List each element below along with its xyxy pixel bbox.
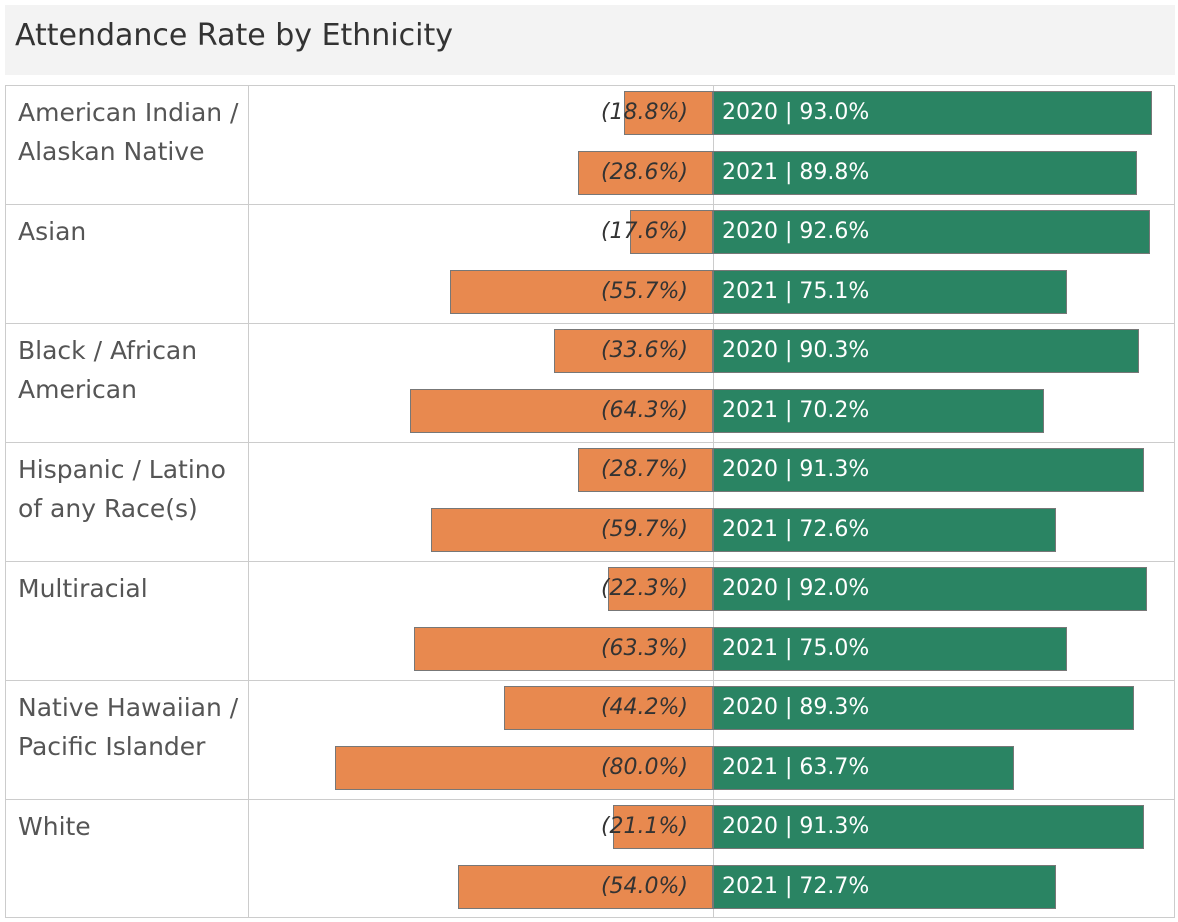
center-line	[713, 85, 714, 918]
attendance-bar	[713, 508, 1056, 552]
absence-bar	[578, 151, 713, 195]
attendance-bar	[713, 210, 1151, 254]
attendance-bar	[713, 448, 1144, 492]
group-name: Asian	[18, 217, 87, 246]
absence-label: (22.3%)	[600, 576, 688, 601]
absence-bar	[335, 746, 713, 790]
absence-bar	[414, 627, 713, 671]
group-name: American Indian / Alaskan Native	[18, 98, 239, 166]
attendance-bar	[713, 91, 1152, 135]
absence-bar	[629, 210, 713, 254]
group-name: Multiracial	[18, 574, 148, 603]
absence-bar	[613, 805, 713, 849]
attendance-label: 2020 | 91.3%	[722, 457, 870, 482]
title-bar	[5, 5, 1175, 75]
group-name: Hispanic / Latino of any Race(s)	[18, 455, 226, 523]
absence-label: (54.0%)	[600, 874, 688, 899]
attendance-bar	[713, 805, 1144, 849]
attendance-bar	[713, 567, 1148, 611]
group-name: White	[18, 812, 91, 841]
attendance-bar	[713, 865, 1057, 909]
column-divider	[248, 85, 249, 918]
row-divider	[5, 442, 1175, 443]
absence-bar	[458, 865, 713, 909]
absence-bar	[577, 448, 713, 492]
attendance-bar	[713, 270, 1068, 314]
absence-label: (63.3%)	[600, 636, 688, 661]
attendance-label: 2021 | 72.7%	[722, 874, 870, 899]
attendance-bar	[713, 627, 1067, 671]
attendance-label: 2020 | 92.0%	[722, 576, 870, 601]
attendance-label: 2021 | 63.7%	[722, 755, 870, 780]
row-divider	[5, 204, 1175, 205]
group-name: Black / African American	[18, 336, 198, 404]
absence-label: (55.7%)	[600, 279, 688, 304]
row-divider	[5, 561, 1175, 562]
attendance-label: 2021 | 70.2%	[722, 398, 870, 423]
attendance-bar	[713, 746, 1014, 790]
absence-label: (80.0%)	[600, 755, 688, 780]
absence-label: (28.6%)	[600, 160, 688, 185]
attendance-label: 2020 | 91.3%	[722, 814, 870, 839]
attendance-label: 2021 | 89.8%	[722, 160, 870, 185]
absence-label: (44.2%)	[600, 695, 688, 720]
absence-label: (59.7%)	[600, 517, 688, 542]
absence-label: (33.6%)	[600, 338, 688, 363]
table-border	[5, 85, 1175, 918]
group-name: Native Hawaiian / Pacific Islander	[18, 693, 239, 761]
absence-label: (17.6%)	[600, 219, 688, 244]
row-divider	[5, 680, 1175, 681]
attendance-bar	[713, 389, 1045, 433]
absence-label: (28.7%)	[600, 457, 688, 482]
absence-label: (64.3%)	[600, 398, 688, 423]
absence-bar	[504, 686, 713, 730]
attendance-label: 2021 | 75.0%	[722, 636, 870, 661]
absence-bar	[624, 91, 713, 135]
absence-label: (18.8%)	[600, 100, 688, 125]
attendance-label: 2020 | 90.3%	[722, 338, 870, 363]
title: Attendance Rate by Ethnicity	[15, 18, 454, 53]
absence-label: (21.1%)	[600, 814, 688, 839]
attendance-bar	[713, 329, 1140, 373]
row-divider	[5, 799, 1175, 800]
absence-bar	[431, 508, 713, 552]
attendance-label: 2020 | 89.3%	[722, 695, 870, 720]
absence-bar	[450, 270, 713, 314]
row-divider	[5, 323, 1175, 324]
absence-bar	[607, 567, 713, 611]
attendance-bar	[713, 151, 1137, 195]
absence-bar	[409, 389, 713, 433]
attendance-label: 2021 | 72.6%	[722, 517, 870, 542]
attendance-bar	[713, 686, 1135, 730]
attendance-label: 2020 | 92.6%	[722, 219, 870, 244]
attendance-label: 2020 | 93.0%	[722, 100, 870, 125]
attendance-label: 2021 | 75.1%	[722, 279, 870, 304]
absence-bar	[554, 329, 713, 373]
